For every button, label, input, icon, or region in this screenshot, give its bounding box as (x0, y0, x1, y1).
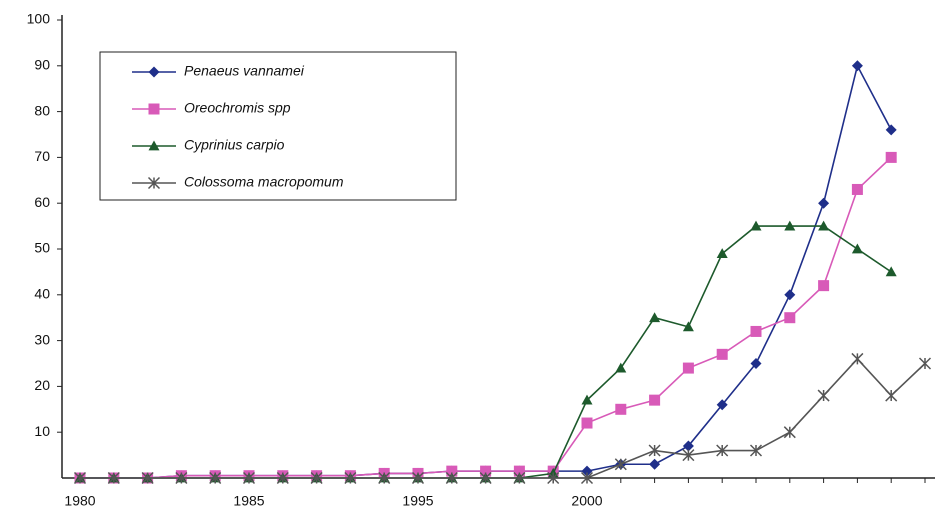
marker (817, 389, 830, 402)
marker (209, 471, 222, 485)
legend-label: Colossoma macropomum (184, 174, 344, 190)
y-tick-label: 70 (34, 148, 50, 164)
marker (107, 471, 120, 485)
marker (148, 140, 160, 151)
marker (783, 426, 796, 439)
y-tick-label: 40 (34, 286, 50, 302)
marker (344, 471, 357, 485)
marker (851, 352, 864, 365)
marker (581, 394, 593, 405)
marker (614, 458, 627, 471)
marker (851, 243, 863, 254)
marker (784, 289, 796, 301)
marker (750, 358, 762, 369)
legend-label: Oreochromis spp (184, 100, 291, 116)
marker (818, 280, 830, 292)
marker (446, 465, 458, 477)
marker (445, 471, 458, 485)
marker (242, 471, 256, 485)
marker (147, 176, 161, 190)
marker (784, 220, 796, 231)
series-line (80, 225, 892, 479)
legend-label: Cyprinius carpio (184, 137, 285, 153)
marker (716, 248, 728, 258)
marker (818, 220, 830, 231)
marker (682, 362, 694, 374)
y-tick-label: 100 (27, 11, 51, 27)
y-tick-label: 30 (34, 331, 50, 347)
marker (175, 471, 188, 485)
marker (716, 348, 728, 360)
y-tick-label: 80 (34, 102, 50, 118)
marker (513, 465, 525, 477)
marker (885, 266, 897, 277)
marker (750, 325, 762, 337)
marker (649, 312, 661, 323)
marker (749, 444, 763, 457)
legend-box (99, 51, 457, 201)
marker (580, 471, 594, 485)
marker (513, 471, 526, 485)
marker (148, 103, 160, 115)
marker (479, 471, 492, 485)
x-tick-label: 1980 (64, 493, 95, 509)
x-tick-label: 1985 (233, 493, 264, 509)
series-line (80, 156, 892, 479)
legend-label: Penaeus vannamei (184, 63, 305, 79)
y-tick-label: 20 (34, 377, 50, 393)
marker (716, 399, 728, 411)
marker (276, 471, 289, 485)
marker (918, 357, 932, 370)
series-line (80, 357, 926, 479)
marker (480, 465, 492, 477)
marker (818, 197, 830, 209)
marker (649, 394, 661, 406)
marker (615, 403, 627, 415)
marker (581, 465, 593, 477)
marker (851, 60, 863, 72)
marker (148, 66, 160, 78)
y-tick-label: 50 (34, 240, 50, 256)
marker (411, 471, 425, 485)
marker (885, 124, 897, 136)
marker (885, 151, 897, 163)
x-tick-label: 1995 (402, 493, 433, 509)
marker (649, 458, 661, 470)
y-tick-label: 60 (34, 194, 50, 210)
y-tick-label: 90 (34, 57, 50, 73)
marker (378, 471, 391, 485)
marker (784, 312, 796, 324)
marker (750, 220, 762, 231)
marker (716, 444, 729, 457)
x-tick-label: 2000 (571, 493, 602, 509)
marker (682, 440, 694, 452)
marker (851, 183, 863, 195)
marker (547, 471, 560, 485)
marker (141, 471, 154, 485)
y-tick-label: 10 (34, 423, 50, 439)
marker (885, 389, 898, 402)
marker (682, 449, 695, 462)
marker (682, 321, 694, 332)
marker (648, 444, 661, 457)
marker (73, 471, 87, 485)
marker (310, 471, 323, 485)
marker (615, 362, 627, 373)
marker (581, 417, 593, 429)
